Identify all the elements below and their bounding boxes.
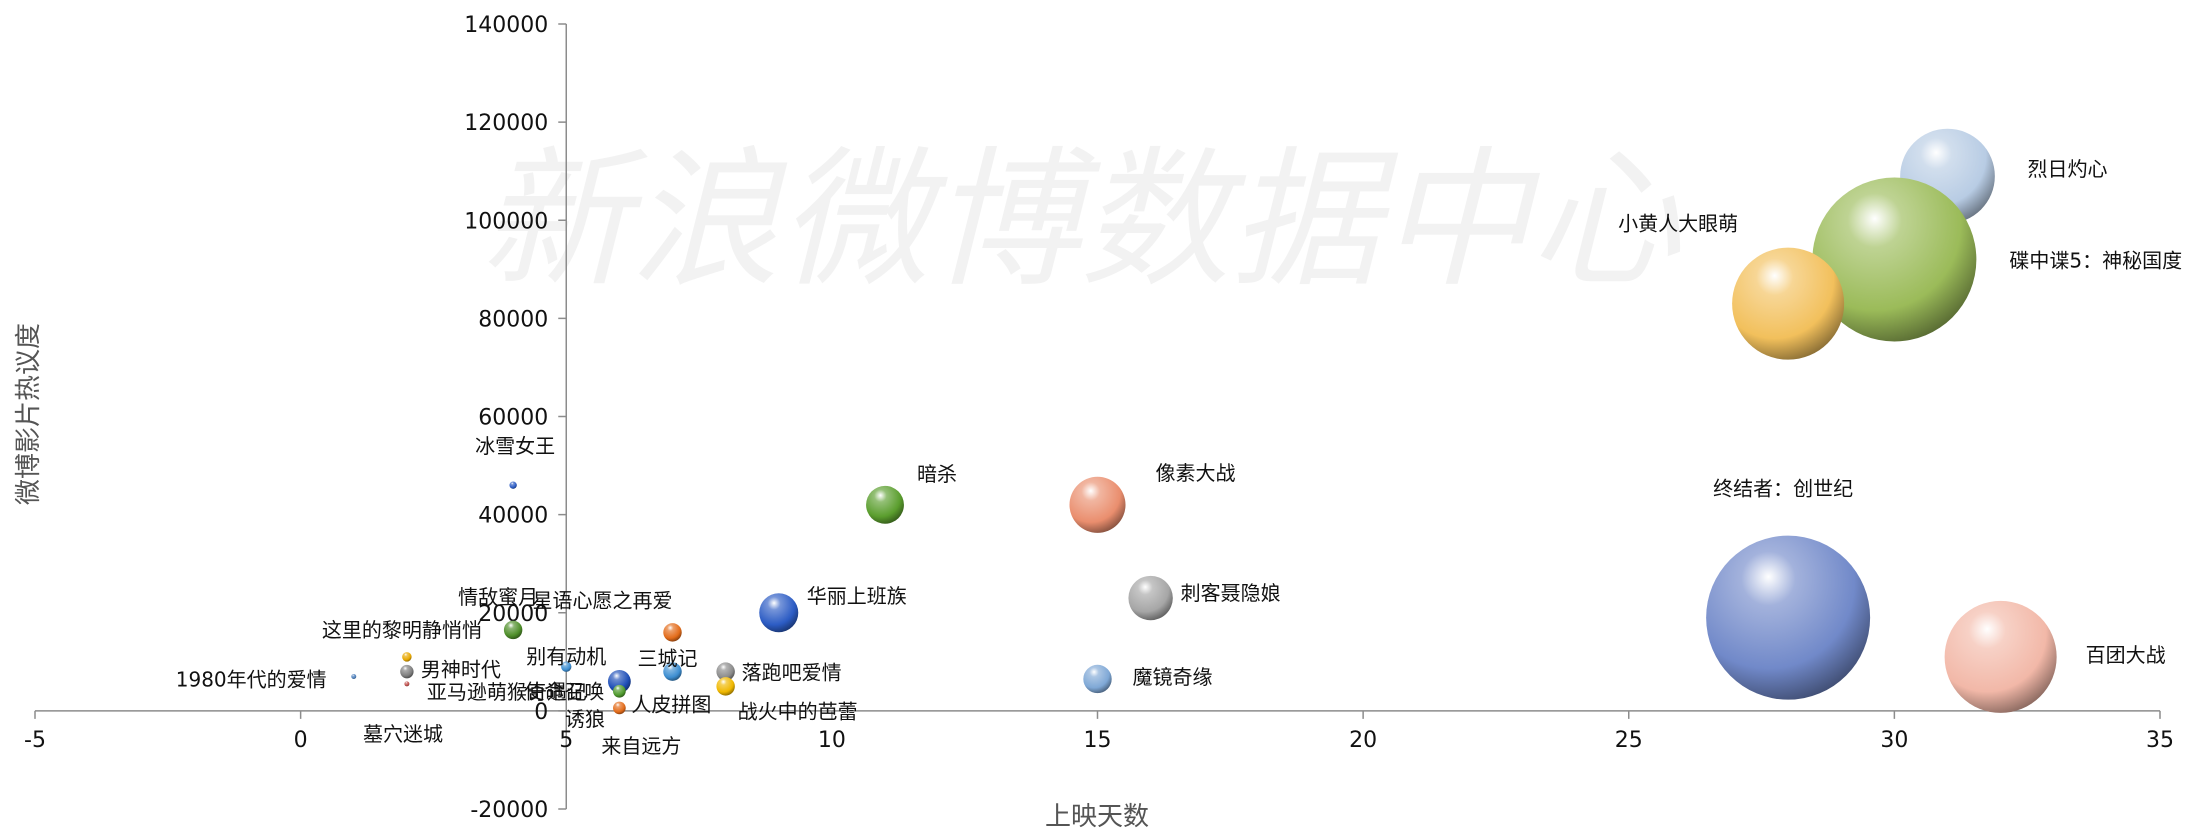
bubble[interactable]: [759, 593, 798, 632]
bubble-label: 别有动机: [526, 645, 606, 669]
bubble[interactable]: [509, 482, 516, 489]
x-tick-label: 5: [559, 728, 573, 753]
bubble[interactable]: [716, 677, 734, 695]
bubble-label: 星语心愿之再爱: [533, 588, 673, 612]
bubble[interactable]: [1128, 576, 1172, 620]
bubble-label: 像素大战: [1156, 461, 1236, 485]
x-tick-label: 10: [818, 728, 846, 753]
x-axis-title: 上映天数: [1045, 802, 1149, 829]
bubble-label: 冰雪女王: [475, 434, 555, 458]
bubble-label: 战火中的芭蕾: [738, 699, 858, 723]
bubble-label: 烈日灼心: [2028, 157, 2108, 181]
bubble-label: 诱狼: [565, 707, 605, 731]
watermark: 新浪微博数据中心: [480, 134, 1681, 308]
bubble-label: 小黄人大眼萌: [1618, 212, 1738, 236]
y-tick-label: 100000: [464, 209, 548, 234]
bubble[interactable]: [351, 674, 356, 679]
y-tick-label: 60000: [478, 406, 548, 431]
y-tick-label: 40000: [478, 504, 548, 529]
bubble-label: 魔镜奇缘: [1133, 665, 1213, 689]
bubble[interactable]: [404, 681, 409, 686]
bubble[interactable]: [1069, 477, 1125, 533]
x-tick-label: -5: [24, 728, 46, 753]
bubble-label: 情敌蜜月: [458, 585, 538, 609]
bubble[interactable]: [504, 621, 522, 639]
bubble-label: 百团大战: [2086, 643, 2166, 667]
y-tick-label: 80000: [478, 307, 548, 332]
bubble-label: 人皮拼图: [631, 692, 711, 716]
bubble[interactable]: [400, 665, 413, 678]
bubble-label: 来自远方: [601, 734, 681, 758]
bubble-label: 亚马逊萌猴奇遇记: [427, 680, 587, 704]
bubble-label: 男神时代: [421, 658, 501, 682]
bubble[interactable]: [613, 685, 626, 698]
bubble-label: 这里的黎明静悄悄: [322, 618, 482, 642]
x-tick-label: 35: [2146, 728, 2174, 753]
bubble[interactable]: [866, 486, 904, 524]
bubble[interactable]: [613, 702, 626, 715]
x-tick-label: 15: [1084, 728, 1112, 753]
bubble[interactable]: [1732, 248, 1844, 360]
bubble-label: 落跑吧爱情: [742, 661, 842, 685]
bubble[interactable]: [1706, 536, 1870, 700]
bubble-label: 刺客聂隐娘: [1181, 581, 1281, 605]
y-tick-label: 140000: [464, 13, 548, 38]
bubble-label: 1980年代的爱情: [176, 668, 327, 692]
bubble[interactable]: [1945, 601, 2057, 713]
x-tick-label: 30: [1880, 728, 1908, 753]
bubble[interactable]: [402, 652, 411, 661]
y-axis-title: 微博影片热议度: [14, 323, 44, 505]
bubble-label: 墓穴迷城: [363, 722, 443, 746]
bubble[interactable]: [663, 623, 681, 641]
y-tick-label: 120000: [464, 111, 548, 136]
bubble-label: 暗杀: [917, 462, 957, 486]
bubble-label: 碟中谍5：神秘国度: [2009, 249, 2182, 273]
x-tick-label: 25: [1615, 728, 1643, 753]
x-tick-label: 0: [294, 728, 308, 753]
bubble[interactable]: [1083, 665, 1111, 693]
x-tick-label: 20: [1349, 728, 1377, 753]
bubble-label: 三城记: [638, 647, 698, 671]
bubble-label: 终结者：创世纪: [1713, 477, 1853, 501]
bubble-label: 华丽上班族: [807, 584, 907, 608]
y-tick-label: -20000: [470, 798, 548, 823]
